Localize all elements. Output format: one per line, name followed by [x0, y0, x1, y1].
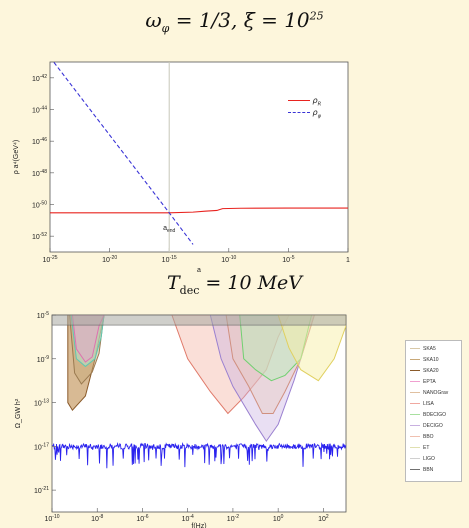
- legend-rho-phi-label: ρφ: [312, 108, 321, 120]
- legend-item-et: ET: [410, 445, 429, 454]
- bottom-x-tick-label: 10-8: [91, 514, 103, 523]
- rho-phi-line: [52, 62, 194, 245]
- legend-label: BBO: [423, 434, 434, 440]
- legend-item-decigo: DECIGO: [410, 423, 443, 432]
- bottom-y-axis-label: Ω_GW h²: [15, 398, 22, 428]
- legend-rho-r-label: ρR: [312, 96, 322, 108]
- legend-swatch: [410, 370, 420, 372]
- bottom-y-tick-label: 10-5: [37, 311, 49, 320]
- legend-label: BBN: [423, 467, 434, 473]
- gw-signal-line: [52, 441, 346, 469]
- legend-item-lisa: LISA: [410, 401, 434, 410]
- bottom-x-tick-label: 10-4: [182, 514, 194, 523]
- legend-rho-phi-swatch: [288, 112, 310, 113]
- legend-swatch: [410, 469, 420, 471]
- legend-swatch: [410, 359, 420, 361]
- legend-label: SKA10: [423, 357, 439, 363]
- legend-swatch: [410, 381, 420, 383]
- top-x-tick-label: 10-20: [102, 255, 117, 264]
- legend-item-bbn: BBN: [410, 467, 433, 476]
- legend-label: DECIGO: [423, 423, 443, 429]
- legend-item-epta: EPTA: [410, 379, 436, 388]
- legend-item-bdecigo: BDECIGO: [410, 412, 446, 421]
- legend-item-bbo: BBO: [410, 434, 434, 443]
- top-y-axis-label: ρ a⁴(GeV⁴): [13, 140, 20, 175]
- bottom-y-tick-label: 10-21: [34, 486, 49, 495]
- legend-swatch: [410, 392, 420, 394]
- legend-rho-phi: ρφ: [288, 108, 328, 120]
- legend-swatch: [410, 436, 420, 438]
- legend-label: ET: [423, 445, 430, 451]
- bottom-x-tick-label: 102: [318, 514, 329, 523]
- legend-item-ligo: LIGO: [410, 456, 435, 465]
- top-x-tick-label: 10-15: [162, 255, 177, 264]
- top-x-tick-label: 10-5: [282, 255, 294, 264]
- legend-rho-r: ρR: [288, 96, 328, 108]
- legend-label: BDECIGO: [423, 412, 447, 418]
- bottom-y-tick-label: 10-17: [34, 442, 49, 451]
- bottom-x-tick-label: 10-2: [227, 514, 239, 523]
- legend-swatch: [410, 348, 420, 350]
- top-x-axis-label: a: [197, 267, 201, 274]
- top-x-tick-label: 10-25: [42, 255, 57, 264]
- top-y-tick-label: 10-46: [32, 137, 47, 146]
- top-y-tick-label: 10-48: [32, 169, 47, 178]
- top-plot-area: [49, 61, 349, 253]
- top-x-tick-label: 1: [346, 257, 350, 264]
- epta-region: [71, 315, 105, 363]
- top-chart-title: ωφ = 1/3, ξ = 1025: [145, 8, 324, 35]
- a-end-annotation: aend: [163, 225, 175, 234]
- bottom-x-tick-label: 10-10: [44, 514, 59, 523]
- top-y-tick-label: 10-50: [32, 201, 47, 210]
- top-y-tick-label: 10-52: [32, 232, 47, 241]
- detector-legend: SKA5 SKA10 SKA20 EPTA NANOGrav LISA BDECIGO DEC…: [405, 340, 462, 482]
- legend-item-ska5: SKA5: [410, 346, 436, 355]
- top-x-tick-label: 10-10: [221, 255, 236, 264]
- legend-label: EPTA: [423, 379, 436, 385]
- legend-label: SKA20: [423, 368, 439, 374]
- legend-label: NANOGrav: [423, 390, 449, 396]
- legend-label: LIGO: [423, 456, 435, 462]
- bottom-x-axis-label: f(Hz): [191, 523, 206, 528]
- bottom-x-tick-label: 100: [273, 514, 284, 523]
- legend-rho-r-swatch: [288, 100, 310, 101]
- legend-swatch: [410, 447, 420, 449]
- bottom-chart-title: Tdec = 10 MeV: [166, 272, 303, 297]
- et-region: [277, 315, 346, 382]
- top-y-tick-label: 10-42: [32, 74, 47, 83]
- legend-swatch: [410, 458, 420, 460]
- bbn-band: [51, 314, 347, 326]
- bottom-y-tick-label: 10-9: [37, 355, 49, 364]
- legend-swatch: [410, 425, 420, 427]
- legend-label: LISA: [423, 401, 434, 407]
- legend-swatch: [410, 403, 420, 405]
- bottom-x-tick-label: 10-6: [136, 514, 148, 523]
- legend-item-ska10: SKA10: [410, 357, 439, 366]
- legend-item-nanograv: NANOGrav: [410, 390, 448, 399]
- bottom-y-tick-label: 10-13: [34, 399, 49, 408]
- rho-r-line: [50, 207, 348, 214]
- legend-label: SKA5: [423, 346, 436, 352]
- legend-swatch: [410, 414, 420, 416]
- legend-item-ska20: SKA20: [410, 368, 439, 377]
- top-y-tick-label: 10-44: [32, 106, 47, 115]
